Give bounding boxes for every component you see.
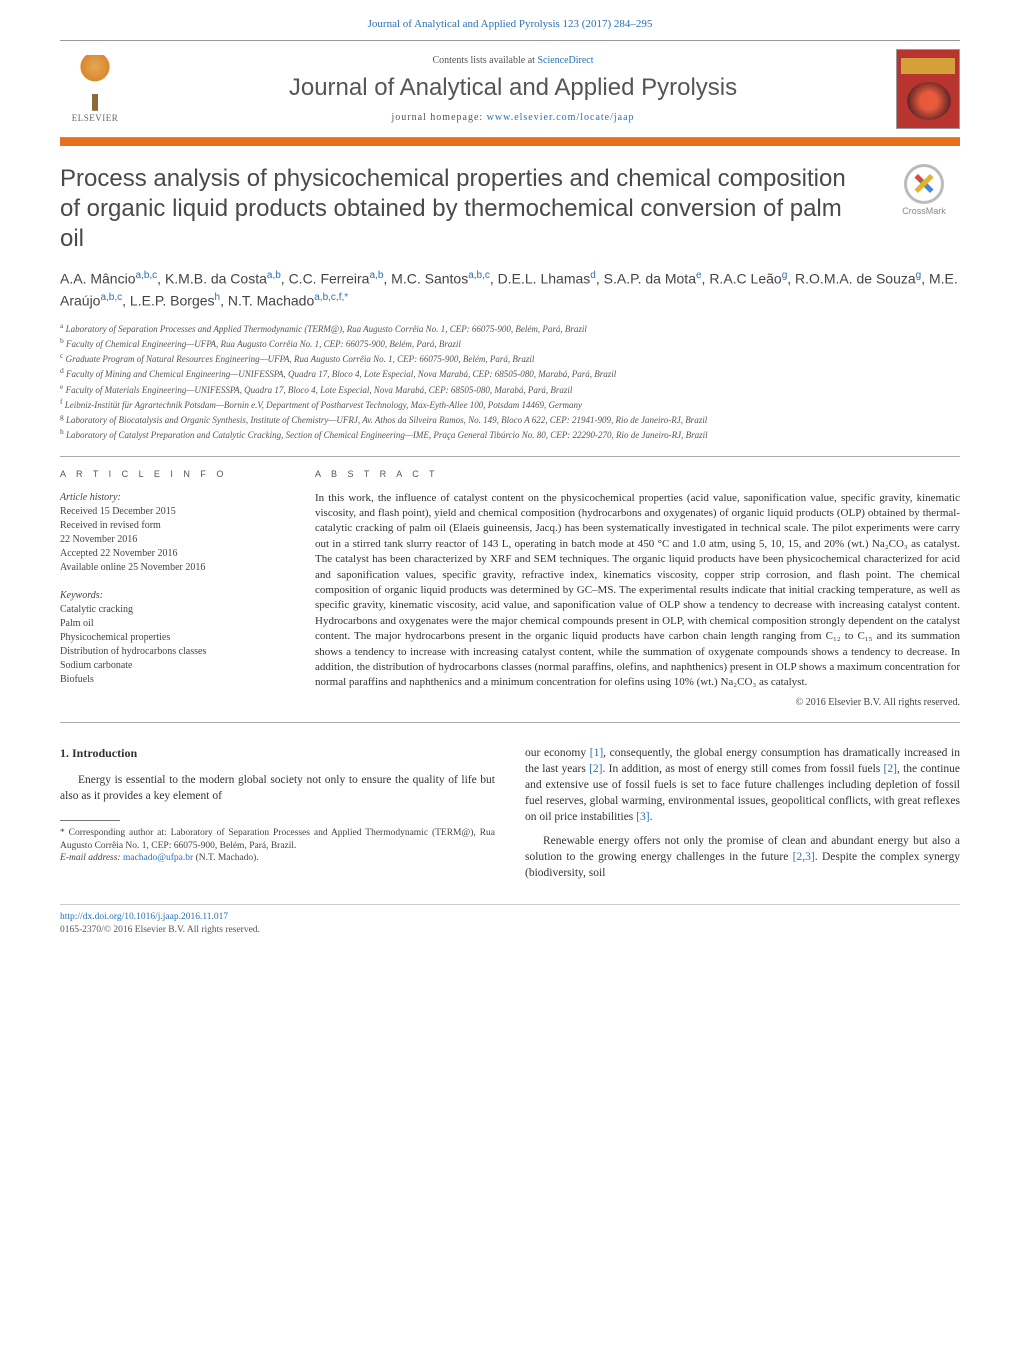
ref-link-1[interactable]: [1]: [590, 747, 603, 759]
citation-header: Journal of Analytical and Applied Pyroly…: [0, 0, 1020, 40]
body-paragraph: Energy is essential to the modern global…: [60, 772, 495, 804]
history-line: 22 November 2016: [60, 533, 285, 547]
corresponding-author-note: * Corresponding author at: Laboratory of…: [60, 827, 495, 853]
affiliation-line: g Laboratory of Biocatalysis and Organic…: [60, 412, 960, 427]
journal-homepage-line: journal homepage: www.elsevier.com/locat…: [130, 112, 896, 123]
accent-bar: [60, 138, 960, 146]
text-run: our economy: [525, 747, 590, 759]
keyword-line: Catalytic cracking: [60, 603, 285, 617]
body-paragraph: our economy [1], consequently, the globa…: [525, 745, 960, 825]
keyword-line: Sodium carbonate: [60, 659, 285, 673]
article-info-column: A R T I C L E I N F O Article history: R…: [60, 469, 285, 708]
article-title: Process analysis of physicochemical prop…: [60, 164, 868, 254]
info-abstract-row: A R T I C L E I N F O Article history: R…: [60, 469, 960, 723]
email-label: E-mail address:: [60, 853, 123, 863]
abstract-column: A B S T R A C T In this work, the influe…: [315, 469, 960, 708]
article-info-label: A R T I C L E I N F O: [60, 469, 285, 479]
crossmark-icon: [904, 164, 944, 204]
affiliation-line: c Graduate Program of Natural Resources …: [60, 351, 960, 366]
ref-link-3[interactable]: [3]: [636, 811, 649, 823]
right-column: our economy [1], consequently, the globa…: [525, 745, 960, 890]
crossmark-label: CrossMark: [888, 206, 960, 216]
body-paragraph: Renewable energy offers not only the pro…: [525, 833, 960, 881]
affiliation-line: b Faculty of Chemical Engineering—UFPA, …: [60, 336, 960, 351]
elsevier-label: ELSEVIER: [72, 113, 119, 123]
divider-top: [60, 456, 960, 457]
section-heading-1: 1. Introduction: [60, 745, 495, 762]
abstract-text: In this work, the influence of catalyst …: [315, 491, 960, 691]
abstract-label: A B S T R A C T: [315, 469, 960, 479]
affiliation-line: d Faculty of Mining and Chemical Enginee…: [60, 366, 960, 381]
body-columns: 1. Introduction Energy is essential to t…: [60, 745, 960, 890]
journal-cover-thumb[interactable]: [896, 49, 960, 129]
homepage-link[interactable]: www.elsevier.com/locate/jaap: [487, 112, 635, 123]
ref-link-2-3[interactable]: [2,3]: [793, 851, 815, 863]
keyword-line: Physicochemical properties: [60, 631, 285, 645]
history-heading: Article history:: [60, 491, 285, 505]
left-column: 1. Introduction Energy is essential to t…: [60, 745, 495, 890]
keywords-block: Keywords: Catalytic crackingPalm oilPhys…: [60, 589, 285, 687]
footnote-separator: [60, 820, 120, 821]
affiliations-list: a Laboratory of Separation Processes and…: [60, 321, 960, 441]
footnotes: * Corresponding author at: Laboratory of…: [60, 827, 495, 865]
text-run: . In addition, as most of energy still c…: [603, 763, 884, 775]
ref-link-2b[interactable]: [2]: [884, 763, 897, 775]
crossmark-badge[interactable]: CrossMark: [888, 164, 960, 216]
article-area: Process analysis of physicochemical prop…: [60, 164, 960, 890]
title-row: Process analysis of physicochemical prop…: [60, 164, 960, 254]
keyword-line: Distribution of hydrocarbons classes: [60, 645, 285, 659]
contents-line: Contents lists available at ScienceDirec…: [130, 55, 896, 66]
citation-link[interactable]: Journal of Analytical and Applied Pyroly…: [368, 18, 653, 30]
journal-name: Journal of Analytical and Applied Pyroly…: [130, 74, 896, 102]
history-line: Accepted 22 November 2016: [60, 547, 285, 561]
email-link[interactable]: machado@ufpa.br: [123, 853, 193, 863]
doi-link[interactable]: http://dx.doi.org/10.1016/j.jaap.2016.11…: [60, 912, 228, 922]
elsevier-logo[interactable]: ELSEVIER: [60, 55, 130, 123]
homepage-prefix: journal homepage:: [391, 112, 486, 123]
ref-link-2[interactable]: [2]: [589, 763, 602, 775]
affiliation-line: f Leibniz-Institüt für Agrartechnik Pots…: [60, 397, 960, 412]
history-line: Available online 25 November 2016: [60, 561, 285, 575]
history-line: Received in revised form: [60, 519, 285, 533]
article-history-block: Article history: Received 15 December 20…: [60, 491, 285, 575]
affiliation-line: h Laboratory of Catalyst Preparation and…: [60, 427, 960, 442]
issn-copyright: 0165-2370/© 2016 Elsevier B.V. All right…: [60, 925, 260, 935]
history-line: Received 15 December 2015: [60, 505, 285, 519]
email-suffix: (N.T. Machado).: [193, 853, 259, 863]
keyword-line: Biofuels: [60, 673, 285, 687]
sciencedirect-link[interactable]: ScienceDirect: [537, 55, 593, 66]
banner-center: Contents lists available at ScienceDirec…: [130, 55, 896, 123]
keywords-heading: Keywords:: [60, 589, 285, 603]
text-run: .: [650, 811, 653, 823]
affiliation-line: a Laboratory of Separation Processes and…: [60, 321, 960, 336]
bottom-bar: http://dx.doi.org/10.1016/j.jaap.2016.11…: [60, 904, 960, 938]
email-line: E-mail address: machado@ufpa.br (N.T. Ma…: [60, 852, 495, 865]
affiliation-line: e Faculty of Materials Engineering—UNIFE…: [60, 382, 960, 397]
keyword-line: Palm oil: [60, 617, 285, 631]
authors-list: A.A. Mâncioa,b,c, K.M.B. da Costaa,b, C.…: [60, 268, 960, 311]
journal-banner: ELSEVIER Contents lists available at Sci…: [60, 40, 960, 138]
contents-prefix: Contents lists available at: [432, 55, 537, 66]
elsevier-tree-icon: [67, 55, 123, 111]
abstract-copyright: © 2016 Elsevier B.V. All rights reserved…: [315, 697, 960, 708]
